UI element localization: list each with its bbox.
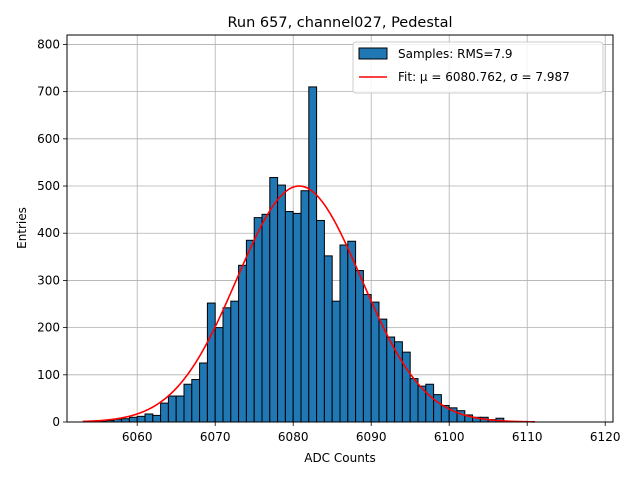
histogram-bar bbox=[136, 415, 146, 423]
x-tick-label: 6100 bbox=[434, 430, 465, 444]
x-tick-label: 6120 bbox=[590, 430, 621, 444]
grid-lines bbox=[67, 35, 613, 423]
histogram-bar bbox=[199, 362, 208, 423]
histogram-bar bbox=[316, 219, 325, 423]
histogram-bar bbox=[370, 301, 380, 423]
x-tick-label: 6110 bbox=[512, 430, 543, 444]
y-axis: 0 100 200 300 400 500 600 700 800 bbox=[37, 37, 67, 429]
histogram-bar bbox=[323, 255, 333, 423]
histogram-bar bbox=[331, 300, 341, 423]
plot-frame bbox=[66, 34, 614, 423]
histogram-bar bbox=[347, 240, 357, 423]
x-tick-label: 6080 bbox=[278, 430, 309, 444]
histogram-bar bbox=[175, 395, 185, 423]
histogram-bar bbox=[425, 383, 435, 423]
histogram-bar bbox=[128, 416, 138, 423]
legend-label-samples: Samples: RMS=7.9 bbox=[398, 47, 513, 61]
histogram-bar bbox=[206, 302, 216, 423]
histogram-bar bbox=[362, 294, 372, 423]
legend-label-fit: Fit: μ = 6080.762, σ = 7.987 bbox=[398, 70, 570, 84]
histogram-bar bbox=[261, 213, 271, 423]
legend-swatch-samples bbox=[358, 47, 388, 60]
y-tick-label: 800 bbox=[37, 37, 60, 51]
x-tick-label: 6070 bbox=[200, 430, 231, 444]
x-tick-label: 6060 bbox=[122, 430, 153, 444]
y-tick-label: 0 bbox=[52, 415, 60, 429]
y-tick-label: 400 bbox=[37, 226, 60, 240]
histogram-bar bbox=[386, 336, 396, 423]
x-tick-label: 6090 bbox=[356, 430, 387, 444]
histogram-bar bbox=[269, 177, 279, 423]
x-axis: 6060 6070 6080 6090 6100 6110 6120 bbox=[122, 422, 621, 444]
fit-curve-group bbox=[82, 185, 536, 423]
histogram-bar bbox=[230, 300, 240, 423]
legend: Samples: RMS=7.9 Fit: μ = 6080.762, σ = … bbox=[352, 41, 604, 94]
histogram-bar bbox=[284, 211, 294, 423]
y-axis-label: Entries bbox=[15, 207, 29, 249]
y-tick-label: 700 bbox=[37, 85, 60, 99]
y-tick-label: 200 bbox=[37, 321, 60, 335]
legend-box bbox=[352, 41, 604, 94]
histogram-bar bbox=[222, 307, 232, 423]
histogram-bar bbox=[214, 327, 224, 423]
y-tick-label: 100 bbox=[37, 368, 60, 382]
x-axis-label: ADC Counts bbox=[304, 451, 376, 465]
histogram-bar bbox=[339, 244, 349, 423]
histogram-bar bbox=[245, 239, 255, 423]
y-tick-label: 500 bbox=[37, 179, 60, 193]
fit-curve bbox=[82, 185, 536, 423]
histogram-bar bbox=[183, 383, 193, 423]
histogram-bar bbox=[355, 270, 364, 423]
histogram-bar bbox=[378, 318, 388, 423]
histogram-bar bbox=[277, 184, 286, 423]
histogram-bar bbox=[191, 379, 201, 423]
histogram-bar bbox=[300, 190, 310, 423]
histogram-bar bbox=[167, 395, 177, 423]
histogram-bars bbox=[97, 86, 520, 423]
histogram-bar bbox=[308, 86, 318, 423]
histogram-bar bbox=[394, 341, 403, 423]
histogram-bar bbox=[152, 414, 162, 423]
histogram-bar bbox=[238, 264, 247, 423]
y-tick-label: 300 bbox=[37, 273, 60, 287]
histogram-bar bbox=[253, 217, 263, 423]
histogram-bar bbox=[409, 378, 419, 423]
y-tick-label: 600 bbox=[37, 132, 60, 146]
histogram-bar bbox=[433, 394, 442, 423]
histogram-bar bbox=[160, 402, 169, 423]
histogram-bar bbox=[292, 212, 302, 423]
histogram-bar bbox=[144, 413, 154, 423]
chart-title: Run 657, channel027, Pedestal bbox=[227, 15, 452, 31]
